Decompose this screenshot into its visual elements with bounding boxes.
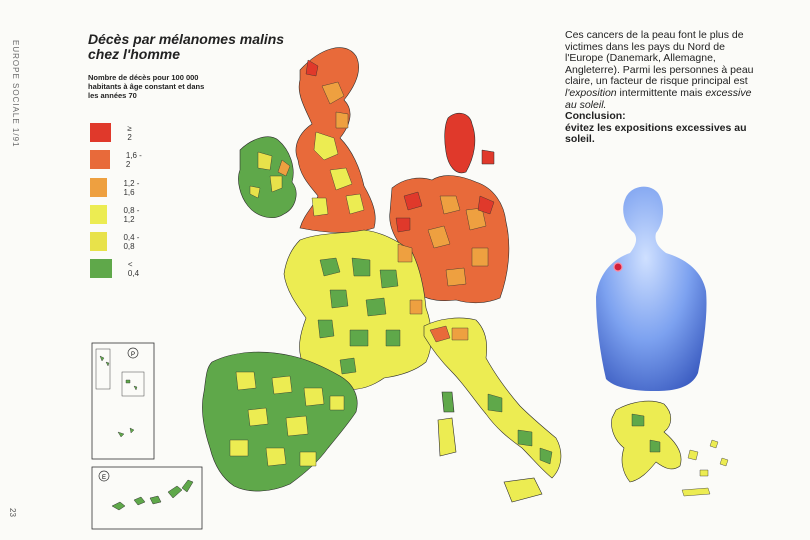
legend-swatch	[90, 123, 112, 142]
caption-paragraph: Ces cancers de la peau font le plus de v…	[565, 29, 755, 111]
legend-label: 1,2 - 1,6	[123, 178, 140, 197]
legend-swatch	[90, 150, 110, 169]
inset-spain: E	[91, 466, 203, 530]
map-title: Décès par mélanomes malins chez l'homme	[88, 31, 285, 62]
inset-label-portugal: P	[131, 352, 135, 358]
iberia	[202, 351, 358, 492]
page-number: 23	[8, 508, 17, 517]
greece	[611, 400, 729, 497]
caption-emphasis-1: l'exposition	[565, 86, 617, 99]
legend-swatch	[90, 205, 108, 224]
legend-item: ≥ 2	[90, 123, 136, 142]
melanoma-spot-icon	[613, 262, 623, 272]
inset-portugal: P	[91, 342, 155, 460]
caption-text-a: Ces cancers de la peau font le plus de v…	[565, 29, 754, 88]
denmark	[444, 112, 495, 174]
italy	[423, 317, 562, 503]
legend-label: < 0,4	[127, 259, 140, 278]
side-header-text: EUROPE SOCIALE 1/91	[11, 40, 20, 148]
inset-label-circle	[127, 347, 139, 359]
legend-item: 1,6 - 2	[90, 150, 143, 169]
inset-label-spain: E	[102, 475, 106, 481]
legend-swatch	[90, 178, 108, 197]
great-britain	[295, 47, 376, 233]
legend-swatch	[90, 232, 108, 251]
conclusion-body: évitez les expositions excessives au sol…	[565, 121, 747, 146]
legend-label: 0,8 - 1,2	[123, 205, 140, 224]
legend-item: 0,4 - 0,8	[90, 232, 143, 251]
caption-text-b: intermittente mais	[616, 86, 706, 99]
legend-label: 1,6 - 2	[125, 150, 142, 169]
caption-emphasis-2: excessive au soleil.	[565, 86, 752, 111]
legend-label: 0,4 - 0,8	[123, 232, 140, 251]
caption-text: Ces cancers de la peau font le plus de v…	[565, 29, 755, 146]
france	[283, 229, 432, 390]
legend-item: 0,8 - 1,2	[90, 205, 143, 224]
conclusion-heading: Conclusion:	[565, 110, 626, 123]
legend-label: ≥ 2	[127, 123, 132, 142]
legend-item: 1,2 - 1,6	[90, 178, 143, 197]
map-subtitle: Nombre de décès pour 100 000 habitants à…	[88, 73, 205, 100]
legend-item: < 0,4	[90, 259, 143, 278]
human-torso-icon	[596, 186, 707, 391]
legend-swatch	[90, 259, 112, 278]
ireland	[238, 136, 297, 218]
